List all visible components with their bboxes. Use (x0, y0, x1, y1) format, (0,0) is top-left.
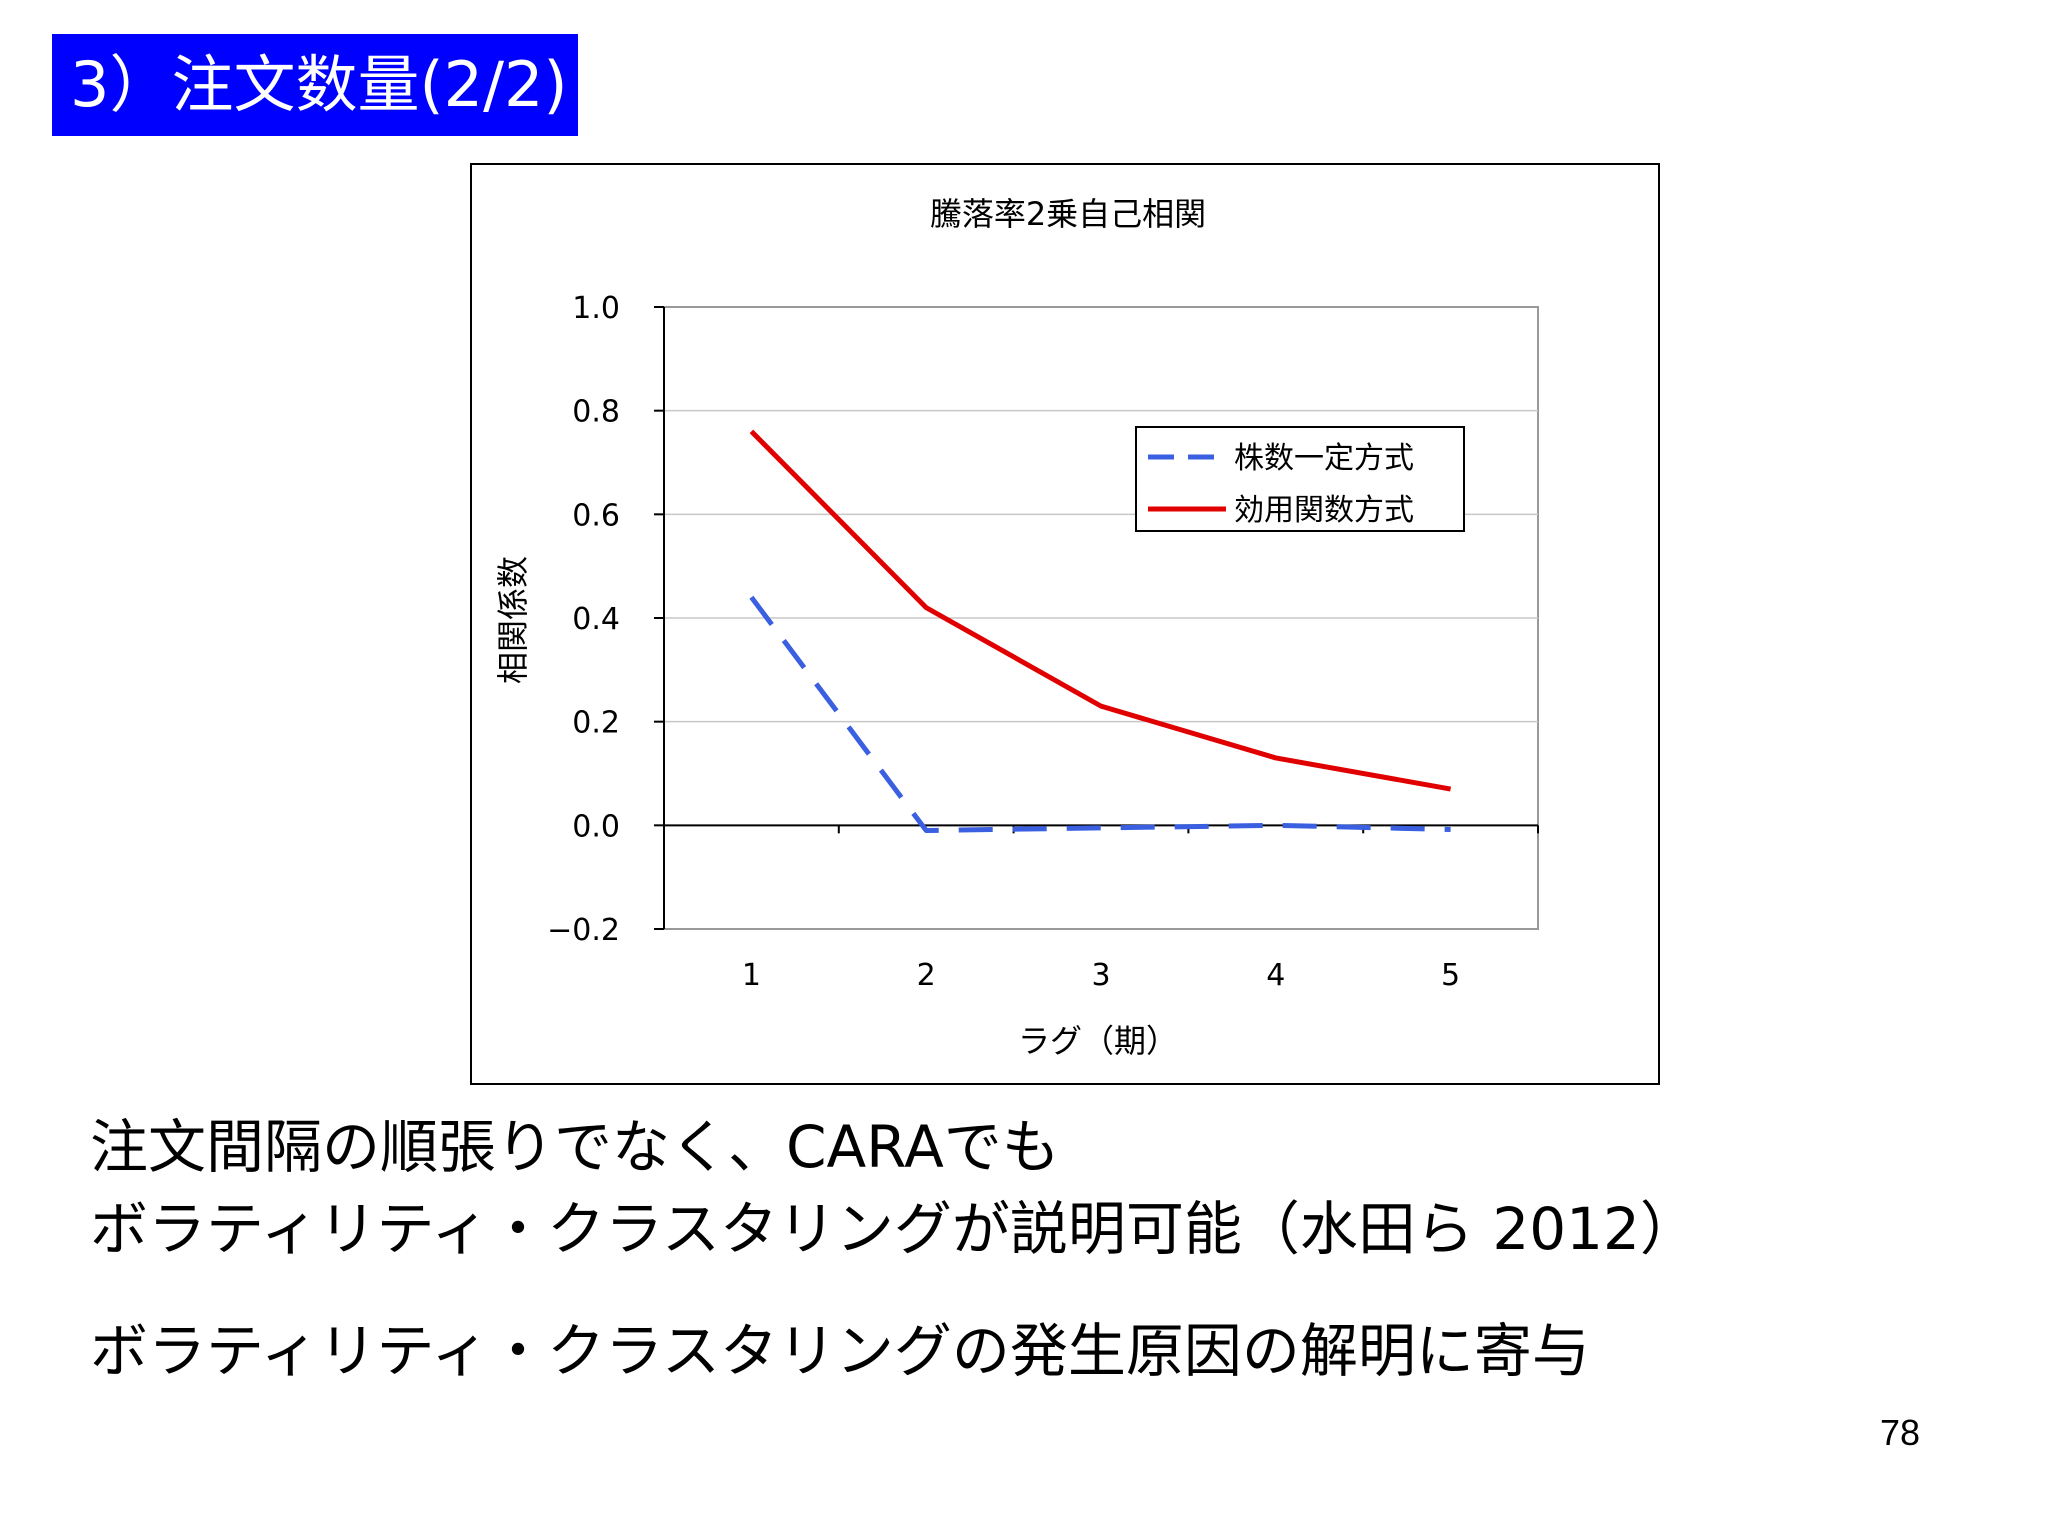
page-number: 78 (1880, 1412, 1921, 1453)
y-axis-label: 相関係数 (494, 556, 532, 684)
x-axis-label: ラグ（期） (1018, 1022, 1178, 1060)
y-tick-label: 0.4 (572, 602, 620, 637)
chart-title: 騰落率2乗自己相関 (930, 195, 1206, 233)
body-line-2: ボラティリティ・クラスタリングが説明可能（水田ら 2012） (90, 1195, 1698, 1263)
x-tick-label: 1 (742, 958, 761, 993)
autocorrelation-chart: 騰落率2乗自己相関 相関係数 ラグ（期） 1.0 0.8 0.6 0.4 0.2 0.0 −… (494, 195, 1539, 1060)
legend-label-1: 株数一定方式 (1234, 441, 1414, 476)
y-tick-label: 0.6 (572, 498, 620, 533)
legend-box (1135, 426, 1465, 532)
body-line-1: 注文間隔の順張りでなく、CARAでも (90, 1113, 1060, 1181)
x-tick-label: 3 (1091, 958, 1110, 993)
series-line-2 (749, 429, 1452, 792)
body-line-3: ボラティリティ・クラスタリングの発生原因の解明に寄与 (90, 1317, 1590, 1385)
y-tick-label: 0.0 (572, 809, 620, 844)
legend-label-2: 効用関数方式 (1234, 493, 1414, 528)
y-tick-label: 1.0 (572, 291, 620, 326)
y-tick-label: 0.8 (572, 395, 620, 430)
x-tick-label: 2 (917, 958, 936, 993)
y-tick-label: −0.2 (547, 913, 620, 948)
x-tick-label: 5 (1441, 958, 1460, 993)
y-tick-label: 0.2 (572, 706, 620, 741)
slide-title: 3）注文数量(2/2) (52, 34, 578, 136)
chart-frame: 騰落率2乗自己相関 相関係数 ラグ（期） 1.0 0.8 0.6 0.4 0.2 0.0 −… (470, 163, 1660, 1085)
x-tick-label: 4 (1266, 958, 1285, 993)
series-line-1 (749, 595, 1451, 834)
